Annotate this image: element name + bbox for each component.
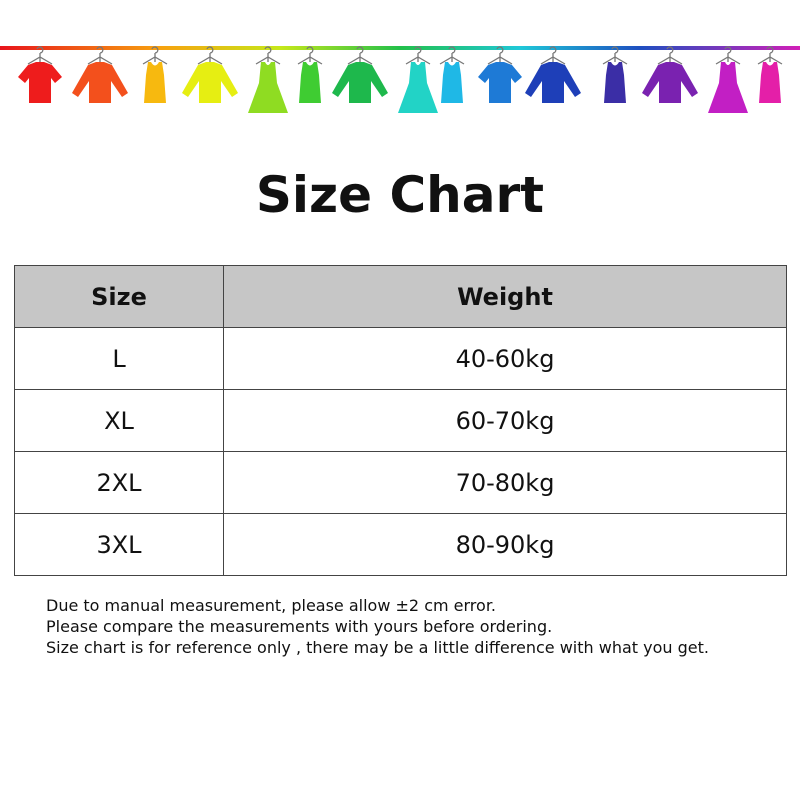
note-line: Size chart is for reference only , there… bbox=[46, 638, 709, 657]
table-row: 2XL 70-80kg bbox=[14, 451, 787, 514]
clothing-item-icon bbox=[297, 46, 323, 103]
clothing-item-icon bbox=[708, 46, 748, 113]
clothing-item-icon bbox=[478, 46, 522, 103]
size-table: Size Weight L 40-60kg XL 60-70kg 2XL 70-80k… bbox=[14, 265, 787, 576]
clothes-line bbox=[0, 46, 800, 50]
clothing-item-icon bbox=[757, 46, 783, 103]
clothing-item-icon bbox=[72, 46, 128, 103]
weight-cell: 60-70kg bbox=[223, 389, 787, 452]
clothing-item-icon bbox=[525, 46, 581, 103]
weight-cell: 40-60kg bbox=[223, 327, 787, 390]
header-weight: Weight bbox=[223, 265, 787, 328]
clothing-item-icon bbox=[642, 46, 698, 103]
note-line: Please compare the measurements with you… bbox=[46, 617, 553, 636]
weight-cell: 70-80kg bbox=[223, 451, 787, 514]
clothing-item-icon bbox=[398, 46, 438, 113]
clothing-item-icon bbox=[602, 46, 628, 103]
page-title: Size Chart bbox=[255, 166, 545, 224]
notes: Due to manual measurement, please allow … bbox=[46, 595, 709, 658]
size-cell: L bbox=[14, 327, 224, 390]
size-cell: 2XL bbox=[14, 451, 224, 514]
table-header-row: Size Weight bbox=[14, 265, 787, 328]
clothing-item-icon bbox=[248, 46, 288, 113]
clothing-item-icon bbox=[18, 46, 62, 103]
clothes-line-banner bbox=[0, 46, 800, 113]
table-row: 3XL 80-90kg bbox=[14, 513, 787, 576]
clothing-item-icon bbox=[182, 46, 238, 103]
header-size: Size bbox=[14, 265, 224, 328]
size-cell: XL bbox=[14, 389, 224, 452]
size-cell: 3XL bbox=[14, 513, 224, 576]
clothing-item-icon bbox=[439, 46, 465, 103]
clothing-item-icon bbox=[142, 46, 168, 103]
note-line: Due to manual measurement, please allow … bbox=[46, 596, 497, 615]
weight-cell: 80-90kg bbox=[223, 513, 787, 576]
table-row: L 40-60kg bbox=[14, 327, 787, 390]
clothing-item-icon bbox=[332, 46, 388, 103]
table-row: XL 60-70kg bbox=[14, 389, 787, 452]
